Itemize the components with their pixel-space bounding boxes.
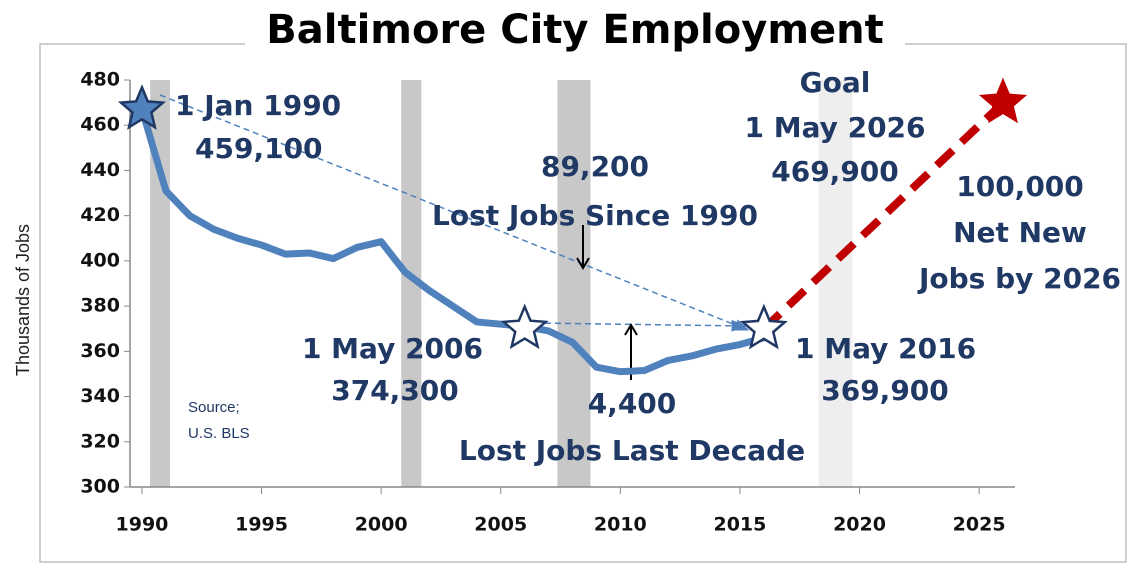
y-tick-label: 360: [80, 340, 120, 362]
trend-arrow: [534, 319, 747, 332]
annotation: Net New: [953, 216, 1087, 249]
star-marker: [739, 303, 788, 350]
annotation: 4,400: [588, 387, 677, 420]
goal-line: [761, 99, 1006, 332]
x-tick-label: 2025: [953, 514, 1006, 536]
annotation: 1 May 2026: [744, 111, 925, 144]
y-tick-label: 400: [80, 249, 120, 271]
shaded-period: [818, 80, 853, 487]
shaded-period: [557, 80, 591, 487]
pointer-arrow: [576, 225, 590, 270]
annotation: 469,900: [771, 155, 899, 188]
star-marker: [979, 77, 1028, 124]
annotation: U.S. BLS: [188, 425, 250, 442]
y-axis-label: Thousands of Jobs: [13, 224, 33, 376]
star-marker: [117, 84, 166, 130]
y-tick-label: 440: [80, 159, 120, 181]
annotation: 89,200: [541, 150, 649, 183]
y-tick-label: 300: [80, 476, 120, 498]
annotation: Jobs by 2026: [917, 262, 1121, 295]
annotation: 374,300: [331, 374, 459, 407]
annotation: 1 May 2016: [795, 332, 976, 365]
annotation: 100,000: [956, 170, 1084, 203]
x-tick-label: 2015: [713, 514, 766, 536]
x-tick-label: 2000: [355, 514, 408, 536]
trend-arrow: [159, 94, 750, 331]
annotation: Lost Jobs Last Decade: [459, 434, 805, 467]
annotation: 1 Jan 1990: [175, 89, 341, 122]
annotation: Source;: [188, 399, 240, 416]
chart-title: Baltimore City Employment: [266, 7, 883, 53]
star-marker: [500, 303, 549, 350]
x-tick-label: 1990: [116, 514, 169, 536]
x-tick-label: 2005: [474, 514, 527, 536]
y-tick-label: 320: [80, 430, 120, 452]
x-tick-label: 1995: [235, 514, 288, 536]
data-line: [138, 108, 765, 376]
shaded-period: [401, 80, 422, 487]
y-tick-label: 380: [80, 295, 120, 317]
y-tick-label: 460: [80, 114, 120, 136]
y-tick-label: 480: [80, 69, 120, 91]
annotation: 459,100: [195, 132, 323, 165]
y-tick-label: 420: [80, 204, 120, 226]
annotation: Goal: [800, 66, 871, 99]
title-background: [245, 6, 905, 62]
y-tick-label: 340: [80, 385, 120, 407]
x-tick-label: 2010: [594, 514, 647, 536]
annotation: Lost Jobs Since 1990: [432, 199, 758, 232]
annotation: 1 May 2006: [302, 332, 483, 365]
annotation: 369,900: [821, 374, 949, 407]
x-tick-label: 2020: [833, 514, 886, 536]
